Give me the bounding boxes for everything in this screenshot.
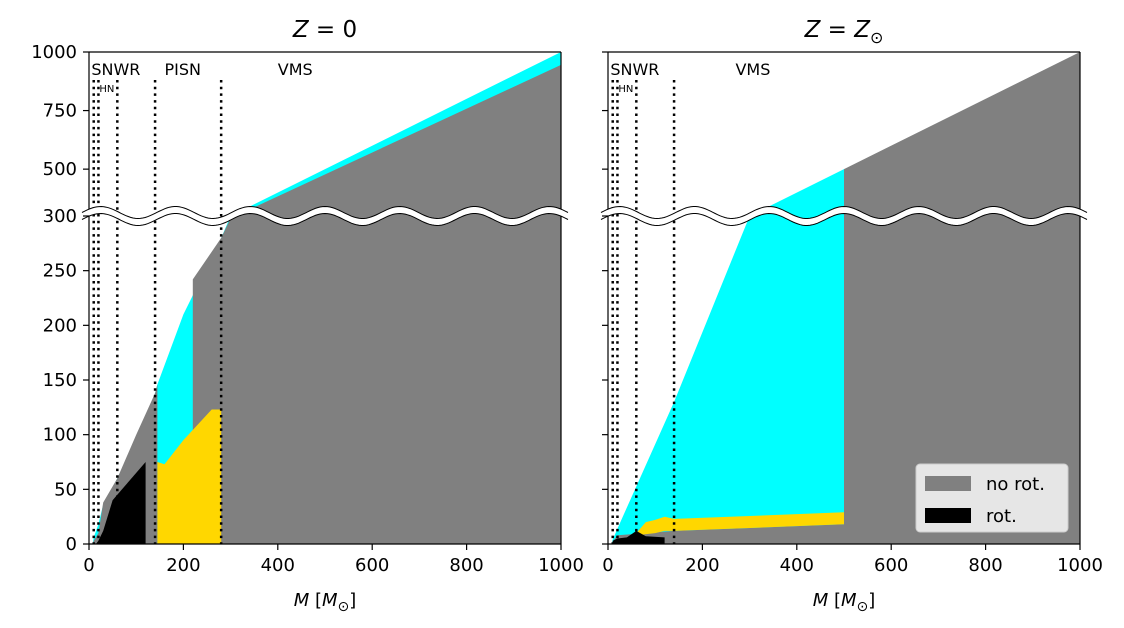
y-tick-label-lower-1: 0 <box>66 534 77 555</box>
plot-area <box>92 52 561 544</box>
x-tick-label-5: 800 <box>449 555 483 576</box>
x-tick-label-2: 200 <box>685 555 719 576</box>
region-label-2: HN <box>618 84 633 95</box>
axis-break-top-line <box>600 205 1088 220</box>
y-tick-label-upper-3: 1000 <box>31 42 77 63</box>
y-tick-label-upper-1: 500 <box>43 159 77 180</box>
x-tick-label-6: 1000 <box>538 555 584 576</box>
chart-title: Z = Z⊙ <box>804 17 884 47</box>
series-area-1 <box>611 169 844 544</box>
series-area-3 <box>844 52 1080 544</box>
plot-area <box>611 52 1080 544</box>
series-area-5 <box>612 530 665 544</box>
y-tick-label-lower-6: 250 <box>43 261 77 282</box>
x-tick-label-3: 400 <box>780 555 814 576</box>
panel-1: 0 200 400 600 800 1000 0 50 100 150 200 250 300 500 75… <box>31 17 584 615</box>
x-axis-label: M [M⊙] <box>813 590 876 615</box>
legend-swatch-2 <box>925 508 971 523</box>
axis-break-bottom-line <box>600 212 1088 227</box>
x-axis-label: M [M⊙] <box>294 590 357 615</box>
x-tick-label-6: 1000 <box>1057 555 1103 576</box>
series-area-3 <box>192 64 561 544</box>
series-area-4 <box>157 409 222 544</box>
panel-2: 0 200 400 600 800 1000 SNWR HN VMS Z = Z⊙ M [M⊙] no… <box>600 17 1103 615</box>
x-tick-label-3: 400 <box>261 555 295 576</box>
region-label-3: PISN <box>165 60 202 79</box>
x-tick-label-1: 0 <box>83 555 94 576</box>
legend: no rot. rot. <box>915 463 1069 533</box>
region-label-3: VMS <box>735 60 770 79</box>
region-label-4: VMS <box>278 60 313 79</box>
series-area-5 <box>96 462 146 544</box>
region-label-1: SNWR <box>91 60 140 79</box>
legend-label-1: no rot. <box>986 474 1045 495</box>
region-label-1: SNWR <box>610 60 659 79</box>
x-tick-label-4: 600 <box>874 555 908 576</box>
legend-label-2: rot. <box>986 506 1017 527</box>
axis-break-fill <box>82 206 568 226</box>
x-tick-label-2: 200 <box>166 555 200 576</box>
series-area-2 <box>611 524 844 544</box>
y-tick-label-lower-7: 300 <box>43 206 77 227</box>
axis-break-top-line <box>81 205 569 220</box>
axis-break-bottom-line <box>81 212 569 227</box>
legend-swatch-1 <box>925 476 971 491</box>
series-area-4 <box>636 512 844 536</box>
axis-break-fill <box>601 206 1087 226</box>
region-label-2: HN <box>99 84 114 95</box>
y-tick-label-lower-2: 50 <box>54 479 77 500</box>
y-tick-label-upper-2: 750 <box>43 101 77 122</box>
y-tick-label-lower-4: 150 <box>43 370 77 391</box>
x-tick-label-1: 0 <box>602 555 613 576</box>
y-tick-label-lower-5: 200 <box>43 315 77 336</box>
x-tick-label-5: 800 <box>968 555 1002 576</box>
chart-title: Z = 0 <box>292 17 357 43</box>
y-tick-label-lower-3: 100 <box>43 425 77 446</box>
x-tick-label-4: 600 <box>355 555 389 576</box>
